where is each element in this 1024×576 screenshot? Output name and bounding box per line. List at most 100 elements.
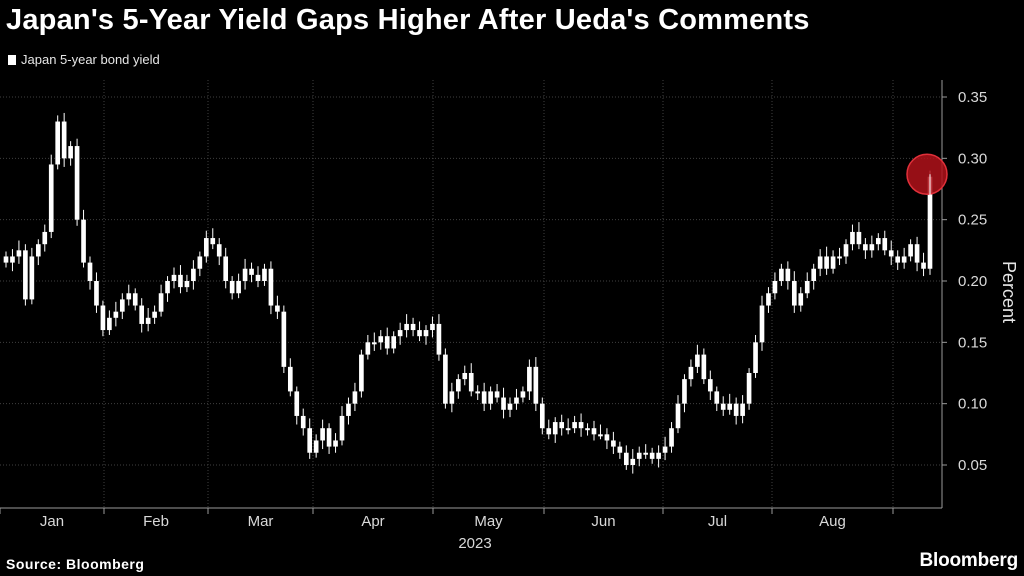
candle-body	[591, 428, 597, 435]
candle-body	[333, 440, 338, 447]
candle-body	[436, 323, 442, 355]
candle-body	[16, 250, 22, 257]
candle-body	[669, 428, 674, 447]
candle-body	[501, 397, 506, 410]
candle-body	[552, 422, 558, 435]
candle-body	[10, 256, 15, 263]
candle-body	[882, 238, 888, 251]
candle-body	[320, 428, 325, 441]
candle-body	[165, 281, 170, 294]
candle-body	[126, 293, 132, 300]
x-tick-label: Apr	[361, 513, 384, 530]
highlight-circle	[906, 153, 948, 196]
candle-body	[714, 391, 720, 404]
y-axis-label: Percent	[999, 261, 1019, 323]
candle-body	[132, 293, 138, 306]
chart-title: Japan's 5-Year Yield Gaps Higher After U…	[6, 4, 810, 36]
y-tick-label: 0.25	[958, 212, 987, 229]
tick-labels: 0.05 0.10 0.15 0.20 0.25 0.30 0.35 Jan Feb Mar Apr…	[40, 89, 987, 530]
candle-body	[791, 281, 797, 306]
y-tick-label: 0.10	[958, 396, 987, 413]
candle-body	[533, 366, 539, 404]
candle-body	[365, 342, 371, 355]
candles	[3, 112, 933, 474]
candle-body	[914, 244, 920, 263]
candle-body	[921, 262, 926, 269]
x-tick-label: Jan	[40, 513, 64, 530]
x-tick-label: May	[474, 513, 503, 530]
candle-body	[779, 268, 784, 281]
candle-body	[158, 293, 164, 312]
candle-body	[578, 422, 584, 429]
candle-body	[539, 403, 545, 429]
candle-body	[23, 250, 28, 300]
candle-body	[119, 299, 125, 312]
candle-body	[417, 330, 422, 337]
candle-body	[113, 311, 119, 318]
candle-body	[449, 391, 455, 404]
candle-body	[895, 256, 901, 263]
candle-body	[707, 379, 713, 392]
bloomberg-logo: Bloomberg	[919, 550, 1019, 571]
candle-body	[29, 256, 35, 300]
candle-body	[720, 403, 726, 410]
candle-body	[100, 305, 106, 331]
candle-body	[772, 281, 778, 294]
candle-body	[443, 354, 448, 404]
candle-body	[824, 256, 829, 269]
candle-body	[255, 274, 261, 281]
candle-body	[481, 391, 487, 404]
candle-body	[740, 403, 745, 416]
candle-body	[527, 366, 532, 392]
candle-body	[423, 330, 429, 337]
candle-body	[371, 342, 377, 345]
candle-body	[3, 256, 9, 263]
candle-body	[236, 281, 241, 294]
candle-body	[294, 391, 300, 416]
candle-body	[804, 281, 810, 294]
candle-body	[759, 305, 765, 343]
candle-body	[585, 428, 590, 431]
candle-body	[339, 415, 345, 441]
candle-body	[727, 403, 733, 410]
candle-body	[462, 373, 468, 380]
candle-body	[875, 238, 881, 245]
candle-body	[520, 391, 526, 398]
candle-body	[197, 256, 203, 269]
candle-body	[430, 323, 435, 331]
y-tick-label: 0.30	[958, 150, 987, 167]
source-note: Source: Bloomberg	[6, 556, 145, 572]
candle-body	[307, 428, 313, 453]
candle-body	[733, 403, 739, 416]
candle-body	[475, 391, 481, 394]
candle-body	[287, 366, 293, 392]
candle-body	[888, 250, 894, 257]
candle-body	[262, 268, 267, 281]
candle-body	[623, 452, 629, 465]
candle-body	[507, 403, 513, 410]
candle-body	[611, 440, 616, 447]
candle-body	[352, 391, 358, 404]
candle-body	[242, 268, 248, 281]
candle-body	[630, 458, 636, 465]
candle-body	[695, 354, 700, 367]
candle-body	[850, 231, 855, 245]
candle-body	[927, 176, 933, 269]
candle-body	[468, 373, 474, 392]
candle-body	[488, 391, 493, 404]
legend-label: Japan 5-year bond yield	[21, 52, 160, 67]
candle-body	[249, 268, 254, 275]
candle-body	[313, 440, 319, 453]
candle-body	[817, 256, 823, 269]
candle-body	[74, 146, 80, 220]
candle-body	[210, 238, 216, 245]
candle-body	[300, 415, 306, 429]
candle-body	[384, 336, 390, 349]
candle-body	[281, 311, 287, 367]
candle-body	[184, 281, 190, 288]
candle-body	[359, 354, 364, 392]
candle-body	[191, 268, 196, 281]
grid-lines	[0, 80, 942, 508]
candle-body	[843, 244, 849, 257]
candle-body	[701, 354, 707, 380]
